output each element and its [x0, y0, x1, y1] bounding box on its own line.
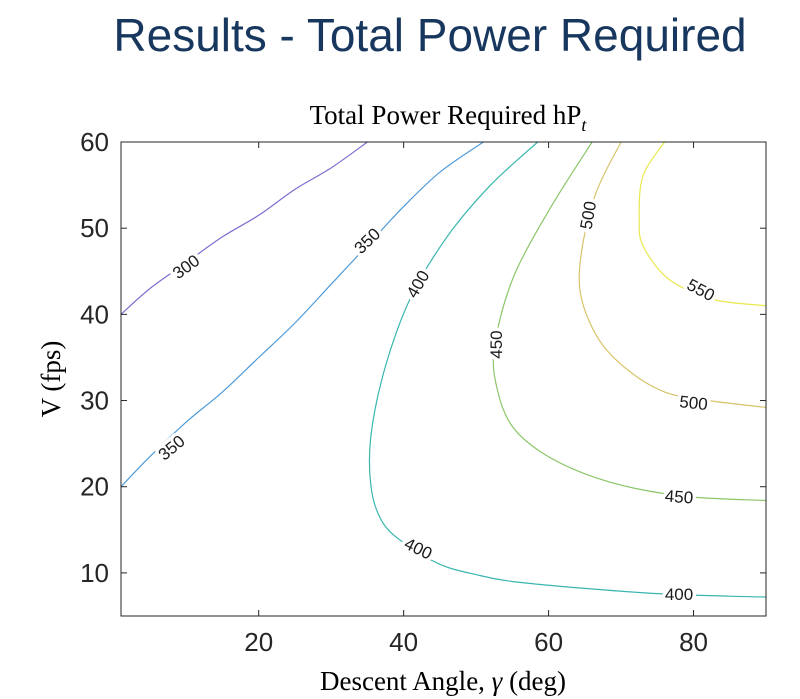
contour-label-350: 350 — [351, 224, 385, 257]
y-tick-label: 10 — [80, 558, 109, 588]
contour-label-550: 550 — [684, 275, 718, 305]
contour-label-450: 450 — [664, 487, 694, 508]
contour-line-550 — [638, 141, 767, 307]
contour-label-300: 300 — [169, 251, 203, 283]
y-tick-label: 20 — [80, 472, 109, 502]
chart-title: Total Power Required hPt — [310, 100, 588, 135]
y-tick-label: 50 — [80, 213, 109, 243]
slide-title: Results - Total Power Required — [113, 9, 747, 61]
x-tick-label: 40 — [389, 627, 418, 657]
contour-line-500 — [578, 141, 767, 408]
x-tick-label: 20 — [244, 627, 273, 657]
y-axis-label: V (fps) — [36, 341, 66, 418]
x-axis-label: Descent Angle, γ (deg) — [320, 666, 566, 696]
contour-label-400: 400 — [403, 267, 434, 301]
contour-label-500: 500 — [577, 200, 601, 231]
contour-label-450: 450 — [487, 330, 506, 358]
contour-label-500: 500 — [678, 392, 708, 414]
contour-lines — [120, 141, 767, 598]
y-tick-label: 40 — [80, 299, 109, 329]
x-tick-label: 80 — [679, 627, 708, 657]
contour-line-450 — [492, 141, 767, 502]
plot-frame — [120, 141, 767, 617]
x-tick-label: 60 — [534, 627, 563, 657]
contour-line-350 — [120, 141, 484, 488]
ticks: 20 40 60 80 10 20 30 40 50 60 — [80, 127, 766, 657]
contour-label-350: 350 — [155, 432, 189, 465]
contour-line-400 — [368, 141, 767, 598]
contour-label-400: 400 — [665, 585, 693, 604]
contour-line-300 — [120, 141, 368, 315]
y-tick-label: 30 — [80, 386, 109, 416]
y-tick-label: 60 — [80, 127, 109, 157]
